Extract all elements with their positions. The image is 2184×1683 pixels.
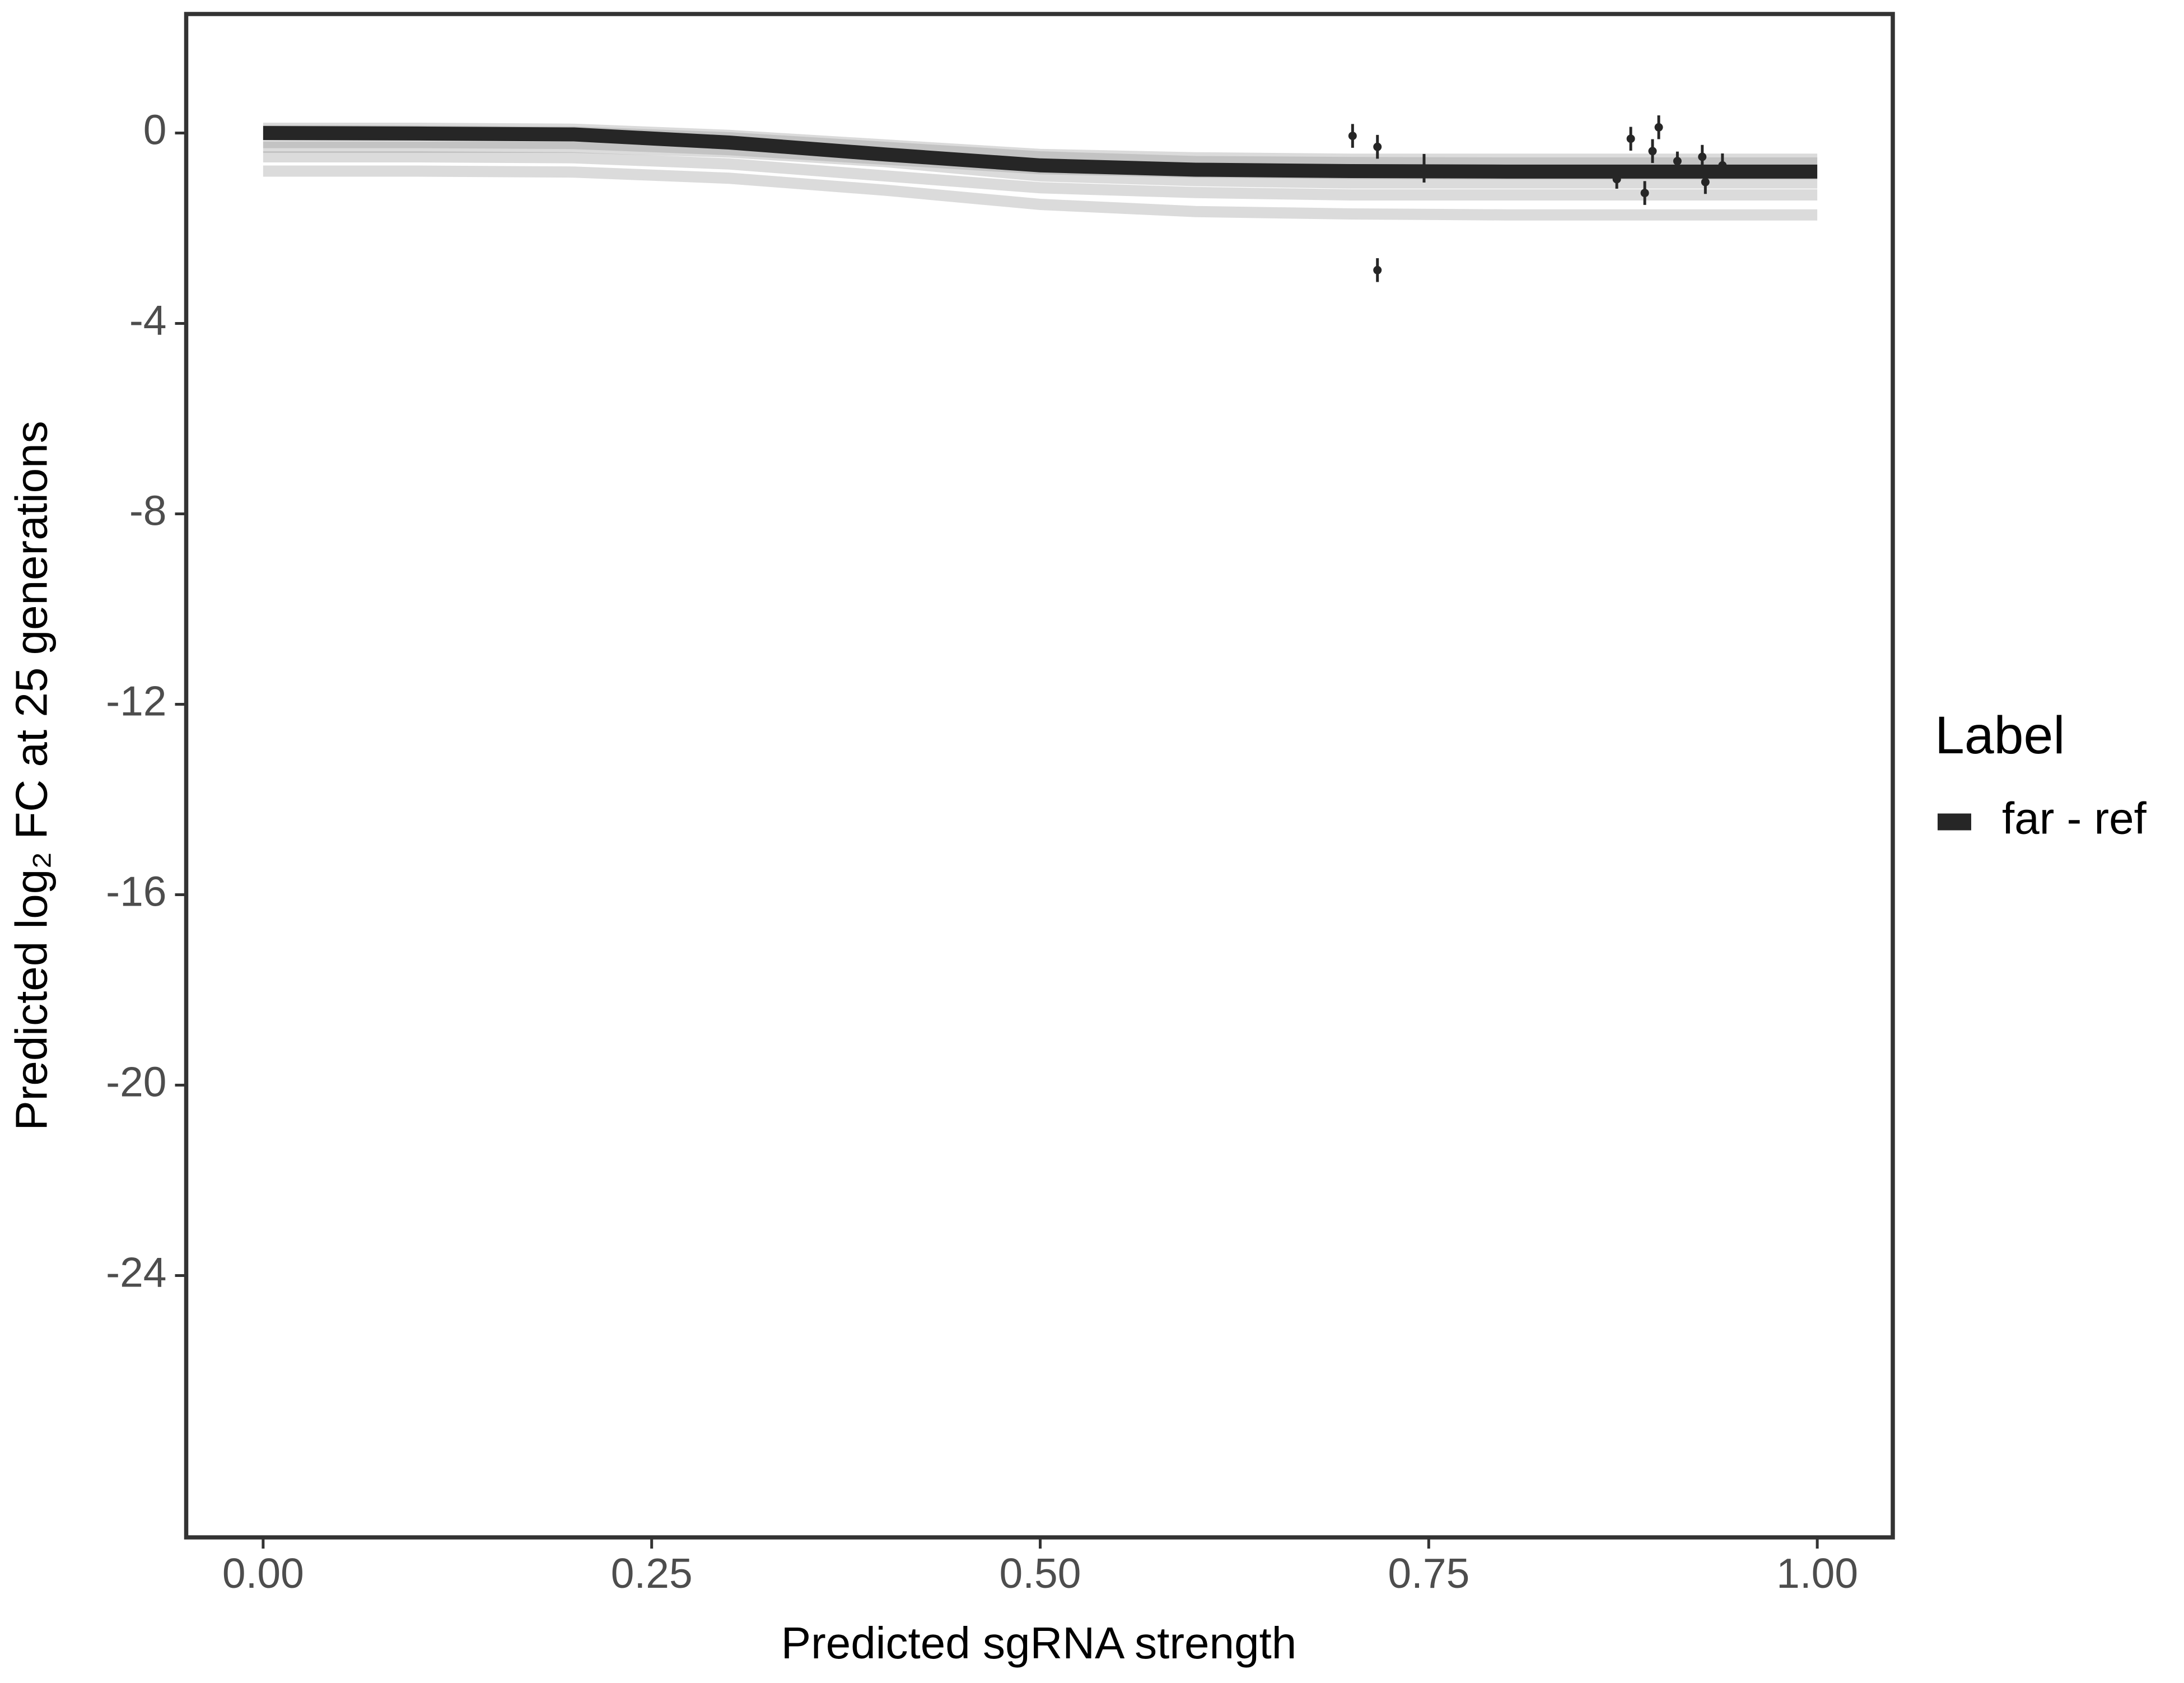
legend-title: Label (1935, 706, 2065, 765)
y-axis-title: Predicted log₂ FC at 25 generations (7, 421, 57, 1130)
point (1701, 178, 1710, 187)
point (1420, 164, 1429, 173)
point (1718, 161, 1727, 170)
point (1612, 175, 1621, 184)
x-tick-label: 0.00 (222, 1550, 304, 1597)
point (1648, 147, 1657, 156)
posterior-draw (263, 142, 1818, 189)
y-tick-label: -4 (129, 296, 167, 343)
point (1348, 132, 1357, 141)
legend-key (1938, 813, 1971, 831)
y-tick-label: -16 (106, 868, 166, 915)
point (1654, 123, 1663, 132)
y-tick-label: -8 (129, 487, 167, 534)
point (1626, 134, 1635, 143)
series-line (263, 126, 1818, 179)
x-tick-label: 0.75 (1388, 1550, 1469, 1597)
point (1640, 189, 1649, 198)
point (1673, 157, 1682, 166)
point (1373, 142, 1382, 151)
posterior-draw (263, 165, 1818, 221)
y-tick-label: -20 (106, 1058, 166, 1105)
x-tick-label: 0.25 (611, 1550, 693, 1597)
legend-label: far - ref (2002, 794, 2147, 843)
x-tick-label: 1.00 (1776, 1550, 1858, 1597)
y-tick-label: 0 (143, 106, 167, 153)
point (1373, 265, 1382, 274)
y-tick-label: -24 (106, 1248, 166, 1295)
y-tick-label: -12 (106, 677, 166, 724)
point (1698, 152, 1707, 161)
plot-frame (184, 12, 1895, 1540)
x-axis-title: Predicted sgRNA strength (781, 1618, 1296, 1668)
posterior-draw (263, 151, 1818, 201)
x-tick-label: 0.50 (1000, 1550, 1081, 1597)
